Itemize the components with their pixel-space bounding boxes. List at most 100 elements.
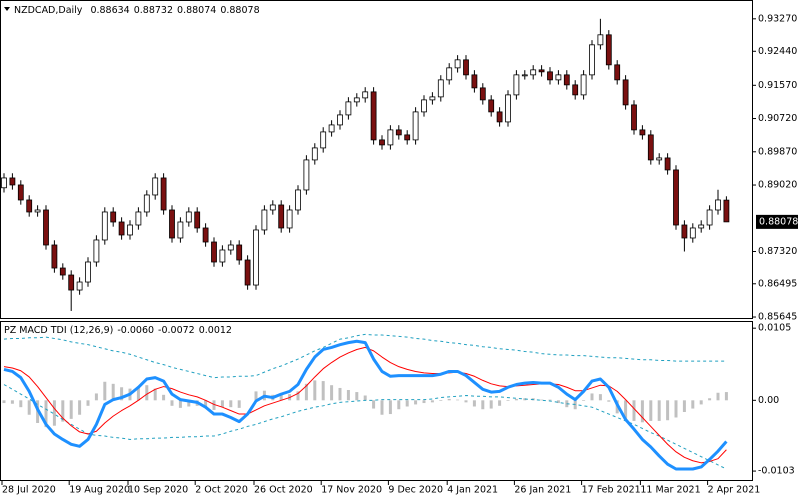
histogram-bar [52, 400, 56, 426]
chart-title: NZDCAD,Daily [14, 5, 83, 16]
candle-body [488, 99, 495, 113]
y-tick-label: 0.85645 [758, 312, 797, 323]
candle-body [169, 209, 175, 239]
indicator-line [3, 339, 728, 471]
candle-body [681, 224, 688, 239]
candle-body [698, 224, 705, 229]
histogram-bar [254, 391, 258, 401]
ohlc-value: 0.88074 [177, 5, 216, 16]
histogram-bar [674, 400, 678, 418]
candle-body [17, 184, 24, 201]
candle-body [160, 177, 167, 211]
candle-body [530, 69, 537, 76]
histogram-bar [548, 399, 552, 401]
candle-body [656, 157, 663, 161]
candle-body [211, 241, 217, 263]
candle-body [320, 131, 327, 149]
histogram-bar [313, 380, 317, 401]
histogram-bar [111, 383, 115, 401]
histogram-bar [414, 400, 418, 405]
histogram-bar [338, 387, 342, 401]
candle-body [622, 79, 629, 106]
x-tick-label: 9 Dec 2020 [388, 485, 443, 496]
indicator-title: PZ MACD TDI (12,26,9) [4, 325, 113, 336]
ohlc-value: 0.88078 [220, 5, 259, 16]
ohlc-value: 0.88732 [134, 5, 173, 16]
candle-body [93, 239, 100, 263]
histogram-bar [598, 394, 602, 401]
histogram-bar [10, 400, 14, 404]
histogram-bar [229, 400, 233, 408]
histogram-bar [237, 400, 241, 408]
candle-body [597, 34, 604, 46]
candle-body [59, 267, 66, 276]
candle-body [253, 229, 259, 286]
indicator-pane [0, 321, 753, 481]
candle-body [395, 129, 402, 136]
y-tick-label: 0.86495 [758, 278, 797, 289]
histogram-bar [44, 400, 48, 428]
candle-body [152, 177, 159, 196]
histogram-bar [632, 400, 636, 421]
x-tick-label: 26 Jan 2021 [514, 485, 571, 496]
histogram-bar [514, 398, 518, 401]
x-tick-label: 19 Aug 2020 [69, 485, 130, 496]
indicator-header: PZ MACD TDI (12,26,9) -0.0060 -0.0072 0.001… [4, 325, 232, 336]
histogram-bar [397, 400, 401, 410]
histogram-bar [304, 383, 308, 401]
x-tick-label: 2 Oct 2020 [195, 485, 248, 496]
x-tick-label: 10 Sep 2020 [128, 485, 188, 496]
histogram-bar [699, 400, 703, 405]
y-tick-label: 0.90720 [758, 113, 797, 124]
candle-body [135, 211, 142, 226]
histogram-bar [430, 400, 434, 403]
menu-arrow[interactable] [4, 7, 10, 11]
candle-body [723, 199, 730, 223]
candle-body [437, 79, 444, 98]
chart-header: NZDCAD,Daily 0.88634 0.88732 0.88074 0.88078 [14, 5, 260, 16]
candle-body [421, 99, 427, 113]
histogram-bar [481, 400, 485, 410]
histogram-bar [422, 400, 426, 404]
candle-body [311, 147, 318, 161]
candle-body [572, 84, 579, 96]
histogram-bar [489, 400, 493, 409]
histogram-bar [19, 400, 23, 408]
x-tick-label: 17 Feb 2021 [582, 485, 641, 496]
candle-body [177, 221, 184, 239]
histogram-bar [590, 393, 594, 401]
histogram-bar [556, 400, 560, 404]
histogram-bar [439, 400, 443, 401]
candle-body [34, 209, 41, 213]
histogram-bar [86, 400, 90, 406]
histogram-bar [170, 400, 174, 406]
histogram-bar [380, 400, 384, 415]
candle-body [471, 74, 478, 89]
candle-body [185, 211, 192, 223]
histogram-bar [447, 398, 451, 401]
price-pane [0, 0, 753, 319]
candle-body [278, 204, 285, 229]
candle-body [9, 177, 16, 186]
histogram-bar [355, 392, 359, 401]
candle-body [219, 249, 226, 263]
candle-body [110, 211, 117, 223]
candle-body [43, 209, 49, 246]
x-tick-label: 11 Mar 2021 [640, 485, 700, 496]
histogram-bar [321, 381, 325, 401]
candle-body [286, 209, 293, 229]
histogram-bar [296, 391, 300, 401]
histogram-bar [657, 400, 661, 421]
histogram-bar [145, 385, 149, 401]
candle-body [303, 159, 310, 191]
price-marker [756, 214, 798, 229]
candle-body [26, 199, 33, 213]
histogram-bar [279, 394, 283, 401]
candle-body [589, 44, 595, 76]
candle-body [521, 74, 528, 77]
candle-body [143, 194, 150, 213]
histogram-bar [153, 388, 157, 401]
y-tick-label: 0.91570 [758, 80, 797, 91]
price-marker-label: 0.88078 [759, 216, 798, 227]
